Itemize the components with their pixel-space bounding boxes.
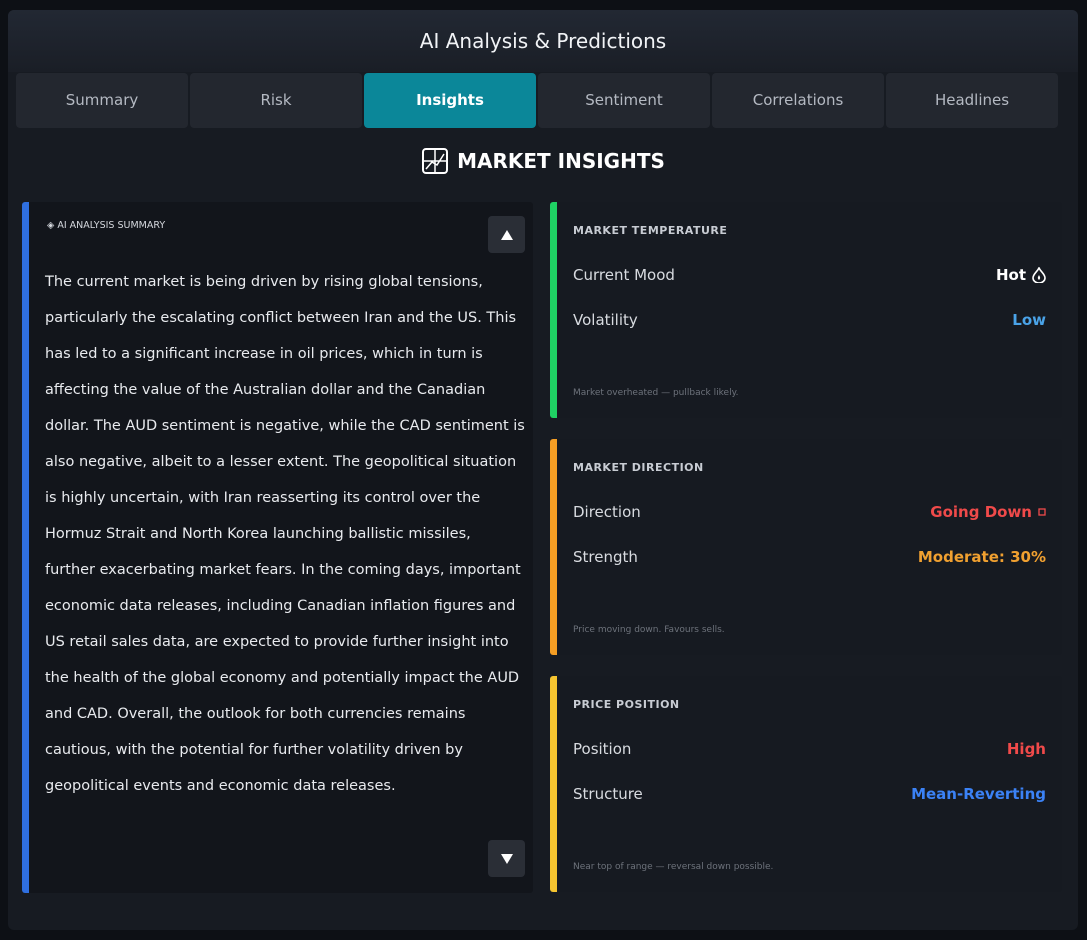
tab[interactable]: Headlines xyxy=(886,73,1058,128)
metric-value: Going Down xyxy=(930,503,1046,521)
up-icon xyxy=(500,229,513,240)
tab[interactable]: Insights xyxy=(364,73,536,128)
card-title: PRICE POSITION xyxy=(573,698,680,711)
down-icon xyxy=(500,853,513,864)
metric-label: Structure xyxy=(573,785,643,803)
value-icon xyxy=(1038,508,1046,516)
metric-label: Volatility xyxy=(573,311,638,329)
card-note: Price moving down. Favours sells. xyxy=(573,625,725,635)
metric-row: Position High xyxy=(573,740,1046,758)
metric-row: Volatility Low xyxy=(573,311,1046,329)
metric-row: Structure Mean-Reverting xyxy=(573,785,1046,803)
icon xyxy=(1038,508,1046,516)
card-note: Market overheated — pullback likely. xyxy=(573,388,739,398)
header-title: AI Analysis & Predictions xyxy=(8,10,1078,72)
metric-label: Strength xyxy=(573,548,638,566)
section-header: MARKET INSIGHTS xyxy=(8,147,1078,175)
metric-value-text: Mean-Reverting xyxy=(911,785,1046,803)
insight-card: PRICE POSITION Position High Structure Mean-… xyxy=(550,676,1062,892)
icon xyxy=(1032,267,1046,283)
tab[interactable]: Summary xyxy=(16,73,188,128)
insight-card: MARKET DIRECTION Direction Going Down Stren… xyxy=(550,439,1062,655)
metric-value: Low xyxy=(1012,311,1046,329)
section-title: MARKET INSIGHTS xyxy=(457,149,665,173)
metric-value-text: Going Down xyxy=(930,503,1032,521)
metric-row: Current Mood Hot xyxy=(573,266,1046,284)
metric-value-text: Moderate: 30% xyxy=(917,548,1046,566)
chart-icon xyxy=(422,148,449,174)
panel: AI Analysis & Predictions Summary Risk Ins… xyxy=(8,10,1078,930)
metric-value: Mean-Reverting xyxy=(911,785,1046,803)
metric-value-text: Hot xyxy=(995,266,1026,284)
tab[interactable]: Correlations xyxy=(712,73,884,128)
tab[interactable]: Risk xyxy=(190,73,362,128)
summary-text: The current market is being driven by ri… xyxy=(45,274,525,794)
metric-value-text: Low xyxy=(1012,311,1046,329)
metric-value: High xyxy=(1007,740,1046,758)
metric-value: Moderate: 30% xyxy=(918,548,1046,566)
value-icon xyxy=(1032,267,1046,283)
scroll-up-button[interactable] xyxy=(488,216,525,253)
metric-row: Strength Moderate: 30% xyxy=(573,548,1046,566)
summary-panel: ◈ AI ANALYSIS SUMMARY The current market… xyxy=(22,202,533,893)
summary-label-text: AI ANALYSIS SUMMARY xyxy=(57,220,166,231)
insight-card: MARKET TEMPERATURE Current Mood Hot Volatil… xyxy=(550,202,1062,418)
metric-label: Position xyxy=(573,740,632,758)
tab-bar: Summary Risk Insights Sentiment Correlations… xyxy=(16,73,1058,128)
metric-value-text: High xyxy=(1006,740,1046,758)
tab[interactable]: Sentiment xyxy=(538,73,710,128)
metric-label: Current Mood xyxy=(573,266,675,284)
card-title: MARKET TEMPERATURE xyxy=(573,224,728,237)
metric-row: Direction Going Down xyxy=(573,503,1046,521)
card-title: MARKET DIRECTION xyxy=(573,461,704,474)
metric-label: Direction xyxy=(573,503,641,521)
card-note: Near top of range — reversal down possib… xyxy=(573,862,774,872)
summary-label: ◈ AI ANALYSIS SUMMARY xyxy=(47,220,166,231)
metric-value: Hot xyxy=(996,266,1046,284)
scroll-down-button[interactable] xyxy=(488,840,525,877)
